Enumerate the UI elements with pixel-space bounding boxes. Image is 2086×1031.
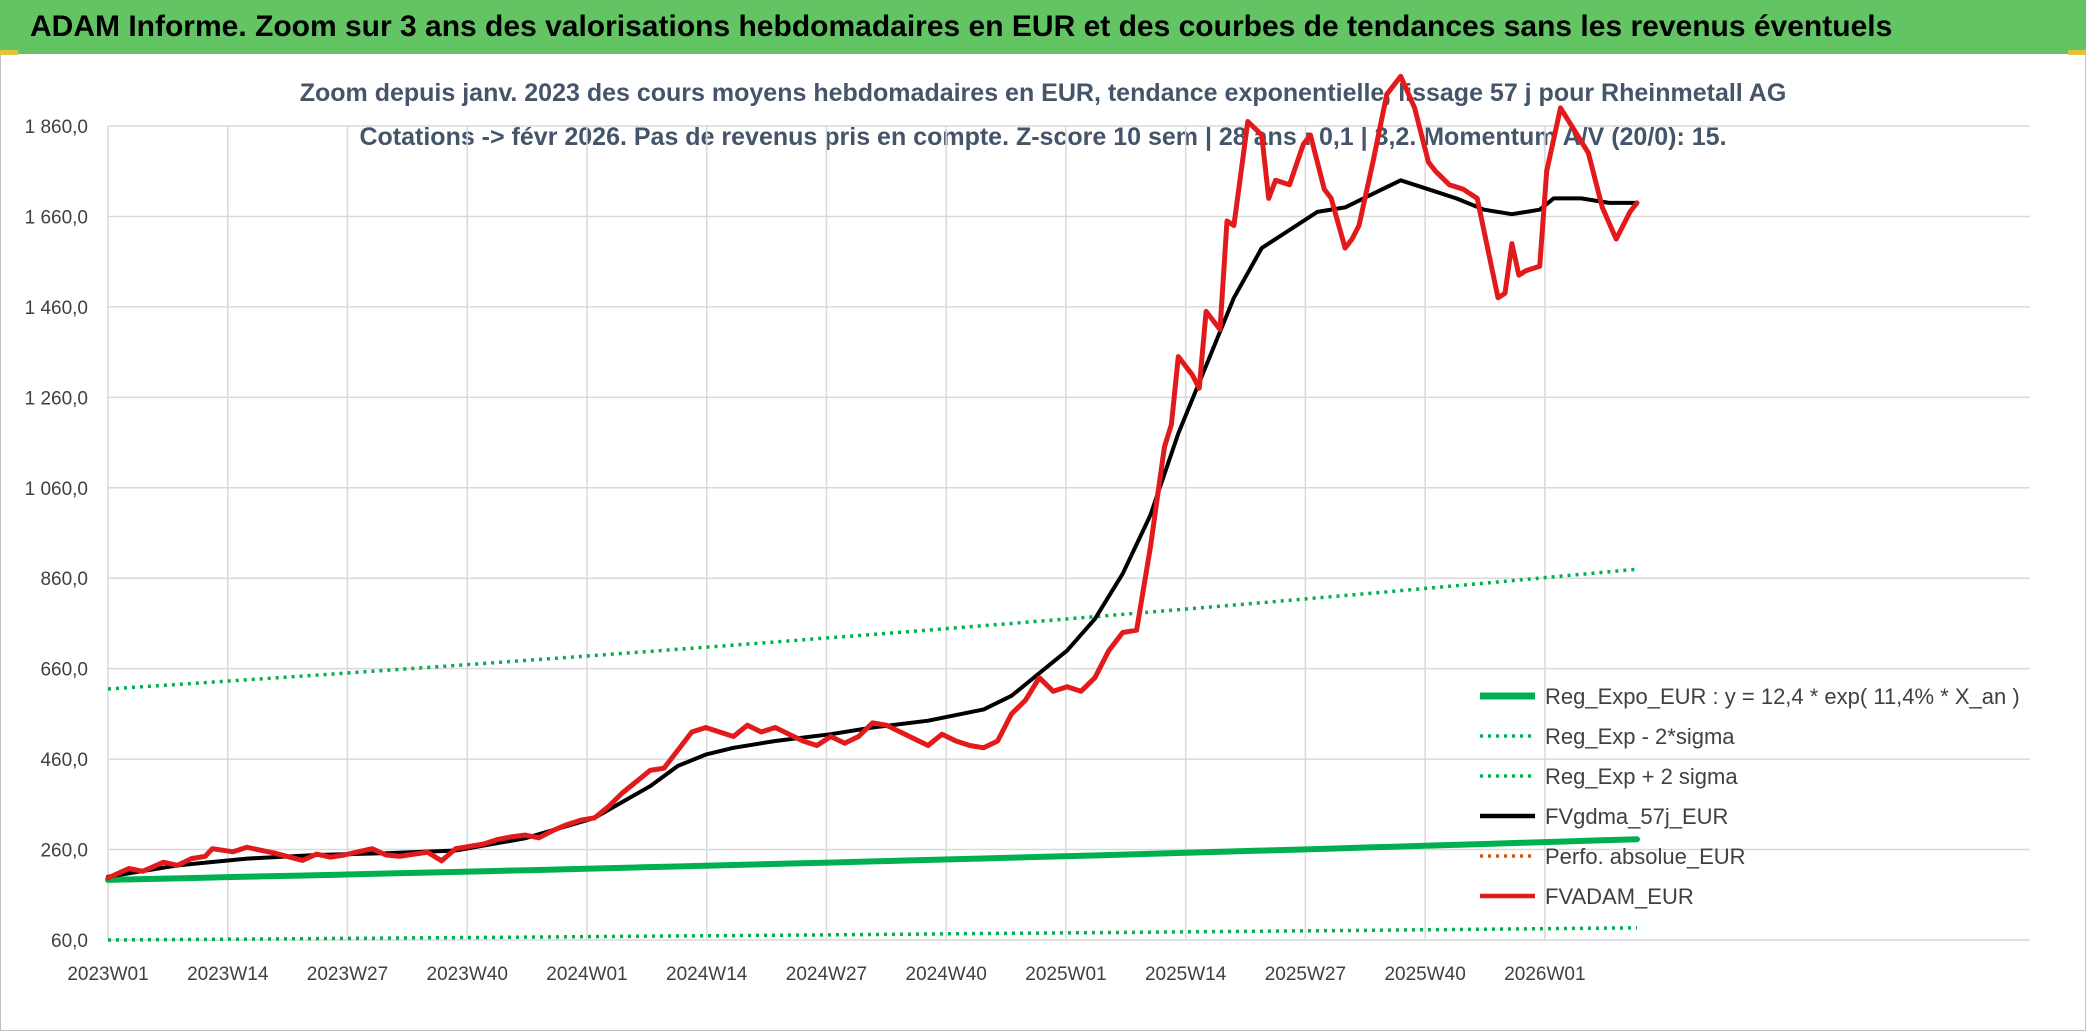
y-tick-label: 460,0 — [40, 750, 88, 771]
y-tick-label: 1 460,0 — [25, 298, 88, 319]
x-tick-label: 2025W40 — [1384, 964, 1465, 985]
chart-title-line2: Cotations -> févr 2026. Pas de revenus p… — [359, 123, 1726, 151]
y-tick-label: 1 660,0 — [25, 207, 88, 228]
x-tick-label: 2026W01 — [1504, 964, 1585, 985]
legend-label: Reg_Exp - 2*sigma — [1545, 724, 1735, 749]
line-chart: Zoom depuis janv. 2023 des cours moyens … — [25, 73, 2030, 985]
series-layer — [105, 73, 1640, 942]
y-tick-label: 1 260,0 — [25, 388, 88, 409]
y-tick-label: 1 860,0 — [25, 117, 88, 138]
x-tick-label: 2025W14 — [1145, 964, 1227, 985]
x-tick-label: 2023W14 — [187, 964, 269, 985]
report-title-bar: ADAM Informe. Zoom sur 3 ans des valoris… — [0, 0, 2086, 55]
legend-label: FVADAM_EUR — [1545, 884, 1694, 909]
x-tick-label: 2024W40 — [906, 964, 987, 985]
x-tick-label: 2023W27 — [307, 964, 388, 985]
grid-layer — [107, 125, 2030, 941]
y-tick-label: 1 060,0 — [25, 479, 88, 500]
series-line-reg-exp — [107, 926, 1638, 942]
x-tick-label: 2023W01 — [67, 964, 148, 985]
x-tick-label: 2024W01 — [546, 964, 627, 985]
legend-label: FVgdma_57j_EUR — [1545, 804, 1728, 829]
title-corner-left — [0, 50, 18, 55]
x-tick-label: 2024W14 — [666, 964, 748, 985]
y-tick-label: 260,0 — [40, 841, 88, 862]
legend: Reg_Expo_EUR : y = 12,4 * exp( 11,4% * X… — [1480, 684, 2020, 909]
legend-label: Reg_Exp + 2 sigma — [1545, 764, 1738, 789]
axis-layer: 60,0 260,0 460,0 660,0 860,0 1 060,0 1 260,0 1 … — [25, 117, 1586, 985]
y-tick-label: 60,0 — [51, 931, 88, 952]
series-line-fvadam-eur — [105, 73, 1640, 881]
y-tick-label: 860,0 — [40, 569, 88, 590]
x-tick-label: 2025W01 — [1025, 964, 1106, 985]
x-tick-label: 2023W40 — [427, 964, 508, 985]
x-tick-label: 2024W27 — [786, 964, 867, 985]
legend-label: Reg_Expo_EUR : y = 12,4 * exp( 11,4% * X… — [1545, 684, 2020, 709]
title-corner-right — [2068, 50, 2086, 55]
legend-label: Perfo. absolue_EUR — [1545, 844, 1746, 869]
series-line-fvgdma-57j-eur — [106, 178, 1639, 879]
y-tick-label: 660,0 — [40, 660, 88, 681]
report-title: ADAM Informe. Zoom sur 3 ans des valoris… — [30, 10, 1893, 43]
series-line-reg-expo-eur — [105, 836, 1640, 883]
x-tick-label: 2025W27 — [1265, 964, 1346, 985]
series-line-reg-exp — [107, 567, 1638, 691]
chart-title-line1: Zoom depuis janv. 2023 des cours moyens … — [300, 79, 1787, 107]
